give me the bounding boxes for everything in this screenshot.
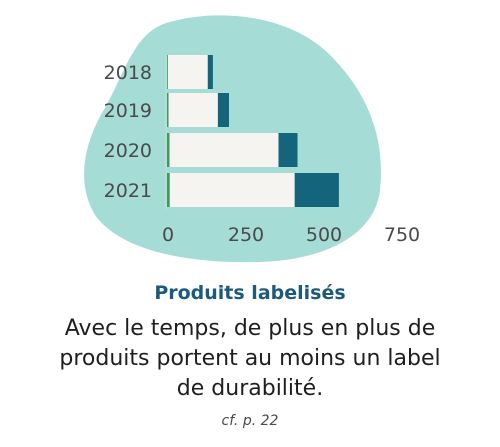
x-tick-label-500: 500 <box>306 224 342 246</box>
subtitle: Avec le temps, de plus en plus de produi… <box>10 314 490 404</box>
bar-2020-segment-1 <box>167 133 170 167</box>
bar-2018-segment-3 <box>207 55 213 89</box>
y-tick-label-2018: 2018 <box>104 62 152 84</box>
bar-2019-segment-2 <box>168 93 218 127</box>
y-tick-label-2021: 2021 <box>104 180 152 202</box>
bar-2020-segment-2 <box>169 133 279 167</box>
x-tick-labels: 0 250 500 750 <box>162 224 420 246</box>
headline: Produits labelisés <box>154 282 346 304</box>
x-tick-label-250: 250 <box>228 224 264 246</box>
bars-group <box>167 55 339 207</box>
y-tick-label-2020: 2020 <box>104 140 152 162</box>
bar-2021-segment-3 <box>294 173 339 207</box>
page-reference: cf. p. 22 <box>221 413 279 429</box>
x-tick-label-0: 0 <box>162 224 174 246</box>
subtitle-line-3: de durabilité. <box>176 376 324 401</box>
bar-2021-segment-1 <box>167 173 170 207</box>
bar-2018-segment-2 <box>167 55 208 89</box>
bar-2021-segment-2 <box>169 173 295 207</box>
x-tick-label-750: 750 <box>384 224 420 246</box>
y-tick-labels: 2018 2019 2020 2021 <box>104 62 152 202</box>
bar-2019-segment-1 <box>167 93 169 127</box>
bar-2020-segment-3 <box>278 133 298 167</box>
bar-2019-segment-3 <box>217 93 229 127</box>
subtitle-line-2: produits portent au moins un label <box>59 346 441 371</box>
bar-2018-segment-1 <box>167 55 168 89</box>
chart: 2018 2019 2020 2021 0 250 500 750 <box>84 15 420 263</box>
y-tick-label-2019: 2019 <box>104 100 152 122</box>
subtitle-line-1: Avec le temps, de plus en plus de <box>64 316 436 341</box>
